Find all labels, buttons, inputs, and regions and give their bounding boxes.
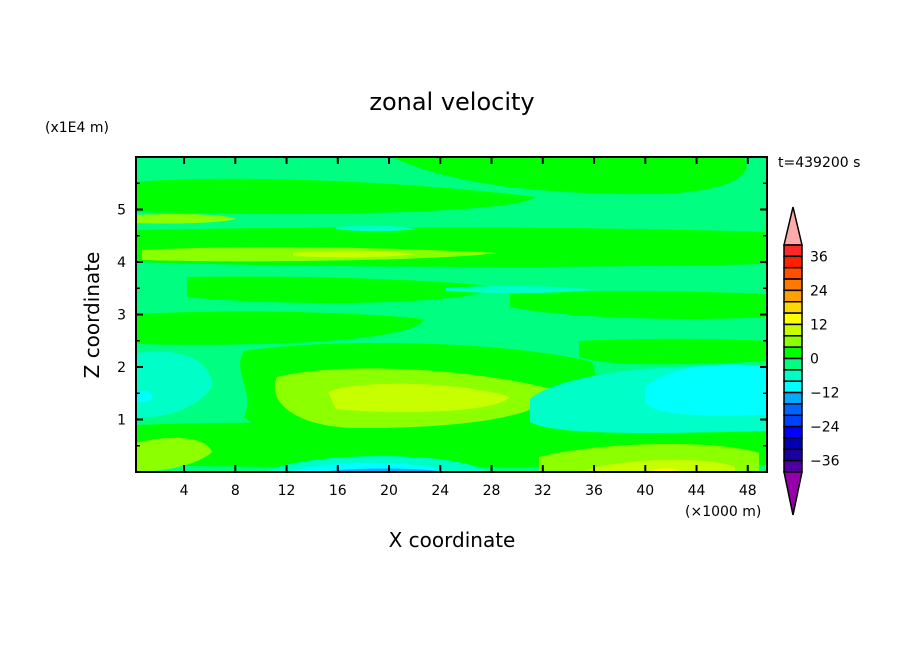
colorbar-box <box>783 357 803 371</box>
x-tick-label: 8 <box>231 483 240 499</box>
colorbar-box <box>783 425 803 439</box>
x-tick-label: 4 <box>180 483 189 499</box>
colorbar-box <box>783 346 803 360</box>
colorbar-tick-label: 0 <box>810 352 819 368</box>
colorbar-box <box>783 255 803 269</box>
colorbar-box <box>783 301 803 314</box>
x-axis-label: X coordinate <box>388 528 516 552</box>
x-unit-label: (×1000 m) <box>685 504 762 520</box>
y-tick-label: 5 <box>117 203 126 219</box>
colorbar: 36 24 12 0 −12 −24 −36 <box>783 206 840 516</box>
colorbar-box <box>783 323 803 337</box>
y-tick-label: 3 <box>117 308 126 324</box>
x-tick-label: 12 <box>278 483 296 499</box>
colorbar-tick-label: −24 <box>810 420 840 436</box>
colorbar-box <box>783 380 803 394</box>
x-tick-label: 44 <box>688 483 706 499</box>
x-tick-label: 32 <box>534 483 552 499</box>
y-unit-label: (x1E4 m) <box>45 120 109 136</box>
colorbar-box <box>783 369 803 382</box>
y-axis-ticks: 1 2 3 4 5 <box>117 182 767 447</box>
x-tick-label: 16 <box>329 483 347 499</box>
colorbar-box <box>783 335 803 348</box>
contour-field <box>136 157 767 472</box>
x-tick-label: 40 <box>636 483 654 499</box>
colorbar-tick-label: 12 <box>810 317 828 333</box>
colorbar-box <box>783 448 803 462</box>
x-tick-label: 48 <box>739 483 757 499</box>
colorbar-box <box>783 244 803 258</box>
x-tick-label: 24 <box>431 483 449 499</box>
y-tick-label: 2 <box>117 360 126 376</box>
x-tick-label: 20 <box>380 483 398 499</box>
x-tick-label: 28 <box>483 483 501 499</box>
colorbar-tick-label: −36 <box>810 454 840 470</box>
y-tick-label: 4 <box>117 255 126 271</box>
colorbar-tick-label: 36 <box>810 249 828 265</box>
colorbar-under-triangle <box>783 471 803 516</box>
colorbar-box <box>783 278 803 292</box>
x-tick-label: 36 <box>585 483 603 499</box>
colorbar-box <box>783 289 803 303</box>
colorbar-box <box>783 414 803 428</box>
colorbar-tick-label: −12 <box>810 386 840 402</box>
colorbar-box <box>783 312 803 326</box>
x-axis-ticks: 4 8 12 16 20 24 28 32 36 40 44 48 <box>180 157 757 499</box>
y-tick-label: 1 <box>117 413 126 429</box>
colorbar-over-triangle <box>783 206 803 246</box>
colorbar-tick-label: 24 <box>810 283 828 299</box>
chart-title: zonal velocity <box>369 88 535 116</box>
time-label: t=439200 s <box>778 155 861 171</box>
colorbar-box <box>783 391 803 405</box>
colorbar-box <box>783 266 803 280</box>
colorbar-box <box>783 403 803 416</box>
colorbar-box <box>783 437 803 451</box>
colorbar-box <box>783 459 803 473</box>
